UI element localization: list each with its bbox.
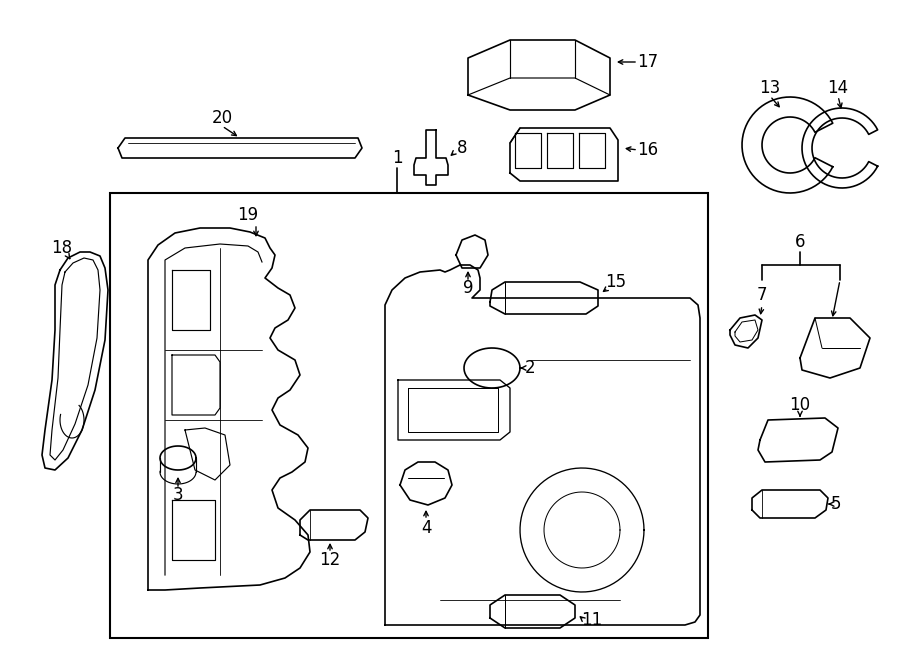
Text: 18: 18 — [51, 239, 73, 257]
Bar — [110, 193, 708, 638]
Text: 13: 13 — [760, 79, 780, 97]
Text: 7: 7 — [757, 286, 767, 304]
Text: 20: 20 — [212, 109, 232, 127]
Text: 11: 11 — [581, 611, 603, 629]
Text: 8: 8 — [456, 139, 467, 157]
Text: 3: 3 — [173, 486, 184, 504]
Text: 12: 12 — [320, 551, 340, 569]
Text: 5: 5 — [831, 495, 842, 513]
Text: 4: 4 — [421, 519, 431, 537]
Text: 19: 19 — [238, 206, 258, 224]
Text: 2: 2 — [525, 359, 535, 377]
Text: 10: 10 — [789, 396, 811, 414]
Text: 14: 14 — [827, 79, 849, 97]
Text: 6: 6 — [795, 233, 806, 251]
Text: 17: 17 — [637, 53, 659, 71]
Text: 9: 9 — [463, 279, 473, 297]
Text: 1: 1 — [392, 149, 402, 167]
Text: 16: 16 — [637, 141, 659, 159]
Text: 15: 15 — [606, 273, 626, 291]
